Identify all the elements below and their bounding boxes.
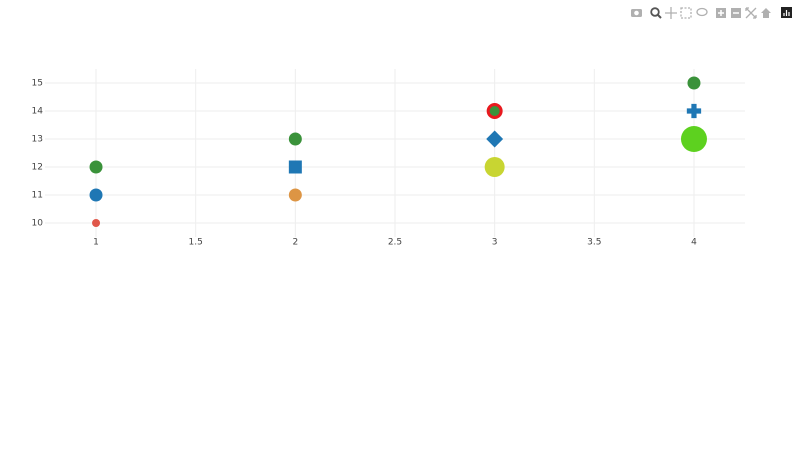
marker bbox=[89, 188, 103, 202]
modebar bbox=[631, 7, 792, 19]
zoom-in-button[interactable] bbox=[716, 8, 726, 18]
x-tick-label: 2.5 bbox=[388, 238, 402, 248]
camera-button[interactable] bbox=[631, 9, 642, 17]
x-tick-label: 1 bbox=[93, 238, 99, 248]
marker bbox=[89, 160, 103, 174]
plotly-logo[interactable] bbox=[781, 7, 792, 18]
marker bbox=[288, 160, 302, 174]
marker bbox=[687, 76, 701, 90]
marker bbox=[92, 219, 101, 227]
y-tick-label: 14 bbox=[32, 107, 44, 117]
y-tick-label: 10 bbox=[32, 219, 44, 229]
pan-button[interactable] bbox=[665, 7, 677, 19]
x-tick-label: 4 bbox=[691, 238, 697, 248]
autoscale-button[interactable] bbox=[745, 7, 757, 19]
x-tick-label: 3.5 bbox=[587, 238, 601, 248]
y-tick-label: 11 bbox=[32, 191, 43, 201]
marker bbox=[486, 103, 503, 119]
box-select-button[interactable] bbox=[680, 7, 692, 19]
y-tick-label: 15 bbox=[32, 79, 43, 89]
x-tick-label: 2 bbox=[292, 238, 298, 248]
x-tick-label: 1.5 bbox=[189, 238, 203, 248]
marker bbox=[686, 103, 702, 119]
reset-button[interactable] bbox=[761, 8, 771, 18]
marker bbox=[680, 126, 707, 152]
marker bbox=[288, 132, 302, 146]
x-tick-label: 3 bbox=[492, 238, 498, 248]
marker bbox=[288, 188, 302, 202]
marker bbox=[486, 130, 504, 148]
y-tick-label: 12 bbox=[32, 163, 43, 173]
marker bbox=[484, 157, 505, 177]
zoom-out-button[interactable] bbox=[731, 8, 741, 18]
lasso-button[interactable] bbox=[696, 7, 708, 17]
zoom-button[interactable] bbox=[650, 7, 662, 19]
y-tick-label: 13 bbox=[32, 135, 43, 145]
